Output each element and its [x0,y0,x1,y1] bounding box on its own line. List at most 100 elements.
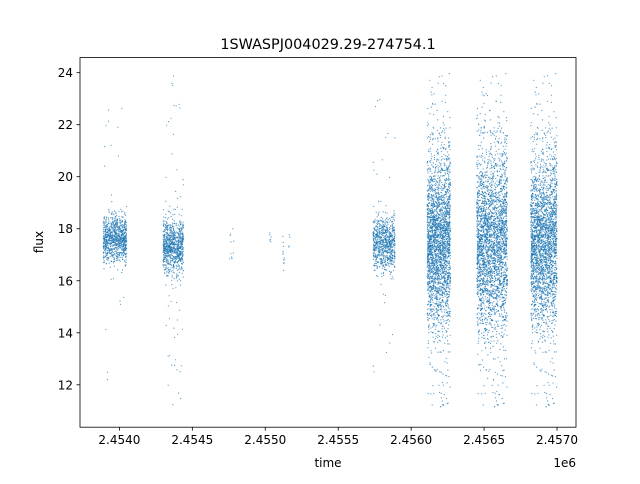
data-point [432,336,434,338]
data-point [115,232,117,235]
data-point [428,241,430,243]
data-point [439,294,441,296]
data-point [446,221,448,223]
data-point [385,230,387,232]
data-point [437,193,439,195]
data-point [438,275,440,277]
data-point [177,265,179,267]
data-point [435,311,438,313]
data-point [164,235,166,237]
data-point [177,236,179,238]
data-point [449,285,451,287]
data-point [172,287,174,289]
data-point [384,266,386,268]
data-point [372,237,374,239]
data-point [384,256,386,258]
data-point [109,236,111,238]
data-point [431,308,433,311]
data-point [113,239,115,241]
data-point [104,255,106,258]
data-point [113,230,115,232]
data-point [428,148,430,150]
data-point [106,236,108,238]
data-point [379,99,381,101]
data-point [384,231,387,233]
data-point [167,246,169,248]
data-point [177,256,179,258]
data-point [375,258,377,261]
data-point [109,231,111,233]
data-point [440,406,442,408]
data-point [115,220,117,222]
data-point [110,223,113,225]
data-point [164,260,166,262]
data-point [449,217,451,219]
data-point [433,281,435,283]
data-point [172,229,175,231]
data-point [103,252,105,254]
data-point [390,240,392,242]
data-point [173,208,175,210]
data-point [102,246,105,248]
data-point [441,167,443,169]
data-point [384,268,386,270]
data-point [433,215,435,218]
data-point [110,249,112,251]
data-point [391,276,393,278]
data-point [121,251,123,254]
data-point [427,257,429,259]
data-point [169,254,171,256]
data-point [173,272,175,274]
data-point [443,257,445,260]
data-point [178,392,180,394]
data-point [387,223,389,225]
data-point [170,224,172,226]
data-point [118,245,120,247]
data-point [438,282,440,284]
data-point [121,269,124,271]
data-point [167,305,169,307]
data-point [118,253,120,255]
data-point [378,211,380,213]
data-point [437,229,439,231]
data-point [177,241,179,243]
data-point [180,215,182,217]
data-point [384,211,386,214]
data-point [113,237,115,239]
data-point [105,262,107,264]
data-point [269,234,271,236]
data-point [109,232,111,235]
data-point [172,238,174,240]
data-point [438,186,440,189]
data-point [118,254,121,257]
data-point [119,242,121,244]
data-point [178,271,180,274]
data-point [121,244,123,247]
data-point [177,249,179,252]
data-point [181,243,183,245]
data-point [430,350,432,352]
data-point [180,222,182,224]
data-point [442,201,444,203]
data-point [440,273,442,276]
data-point [114,225,116,227]
data-point [441,197,443,199]
data-point [436,194,438,197]
data-point [437,188,439,190]
data-point [441,325,443,327]
data-point [439,223,441,225]
data-point [175,253,177,255]
data-point [171,240,174,242]
data-point [443,175,446,177]
data-point [115,224,118,226]
data-point [110,234,112,236]
data-point [170,257,172,260]
data-point [177,231,179,233]
data-point [445,94,447,96]
data-point [435,253,437,255]
data-point [389,219,392,221]
data-point [173,75,175,77]
data-point [433,113,435,116]
data-point [444,219,446,221]
data-point [428,176,430,178]
